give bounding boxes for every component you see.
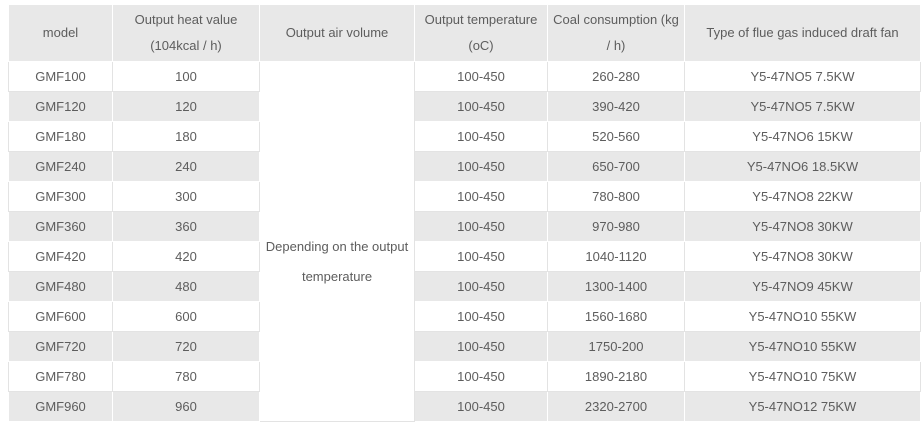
table-row: GMF960 960 100-450 2320-2700 Y5-47NO12 7… xyxy=(8,392,921,422)
cell-coal: 260-280 xyxy=(548,62,685,92)
cell-temperature: 100-450 xyxy=(415,302,548,332)
cell-coal: 1890-2180 xyxy=(548,362,685,392)
cell-coal: 1040-1120 xyxy=(548,242,685,272)
cell-temperature: 100-450 xyxy=(415,362,548,392)
table-row: GMF480 480 100-450 1300-1400 Y5-47NO9 45… xyxy=(8,272,921,302)
cell-coal: 780-800 xyxy=(548,182,685,212)
table-header-row: model Output heat value (104kcal / h) Ou… xyxy=(8,5,921,62)
cell-heat-value: 420 xyxy=(113,242,260,272)
cell-heat-value: 600 xyxy=(113,302,260,332)
table-row: GMF180 180 100-450 520-560 Y5-47NO6 15KW xyxy=(8,122,921,152)
cell-heat-value: 120 xyxy=(113,92,260,122)
cell-heat-value: 100 xyxy=(113,62,260,92)
cell-heat-value: 480 xyxy=(113,272,260,302)
cell-model: GMF720 xyxy=(8,332,113,362)
cell-fan: Y5-47NO8 30KW xyxy=(685,242,921,272)
cell-model: GMF300 xyxy=(8,182,113,212)
cell-temperature: 100-450 xyxy=(415,122,548,152)
cell-fan: Y5-47NO10 55KW xyxy=(685,332,921,362)
cell-heat-value: 180 xyxy=(113,122,260,152)
cell-heat-value: 720 xyxy=(113,332,260,362)
header-fan-type: Type of flue gas induced draft fan xyxy=(685,5,921,62)
header-model: model xyxy=(8,5,113,62)
cell-temperature: 100-450 xyxy=(415,62,548,92)
table-row: GMF420 420 100-450 1040-1120 Y5-47NO8 30… xyxy=(8,242,921,272)
cell-fan: Y5-47NO6 18.5KW xyxy=(685,152,921,182)
cell-air-volume-note: Depending on the output temperature xyxy=(260,62,415,422)
table-body: GMF100 100 Depending on the output tempe… xyxy=(8,62,921,422)
cell-coal: 1560-1680 xyxy=(548,302,685,332)
cell-temperature: 100-450 xyxy=(415,92,548,122)
cell-heat-value: 300 xyxy=(113,182,260,212)
cell-coal: 1750-200 xyxy=(548,332,685,362)
table-row: GMF720 720 100-450 1750-200 Y5-47NO10 55… xyxy=(8,332,921,362)
furnace-spec-table: model Output heat value (104kcal / h) Ou… xyxy=(8,5,921,422)
cell-temperature: 100-450 xyxy=(415,182,548,212)
cell-fan: Y5-47NO8 22KW xyxy=(685,182,921,212)
cell-temperature: 100-450 xyxy=(415,392,548,422)
table-row: GMF300 300 100-450 780-800 Y5-47NO8 22KW xyxy=(8,182,921,212)
header-temperature: Output temperature (oC) xyxy=(415,5,548,62)
cell-model: GMF780 xyxy=(8,362,113,392)
cell-temperature: 100-450 xyxy=(415,212,548,242)
table-row: GMF780 780 100-450 1890-2180 Y5-47NO10 7… xyxy=(8,362,921,392)
cell-heat-value: 960 xyxy=(113,392,260,422)
header-air-volume: Output air volume xyxy=(260,5,415,62)
cell-temperature: 100-450 xyxy=(415,152,548,182)
cell-coal: 970-980 xyxy=(548,212,685,242)
cell-temperature: 100-450 xyxy=(415,332,548,362)
cell-model: GMF480 xyxy=(8,272,113,302)
table-row: GMF360 360 100-450 970-980 Y5-47NO8 30KW xyxy=(8,212,921,242)
cell-fan: Y5-47NO5 7.5KW xyxy=(685,92,921,122)
table-row: GMF240 240 100-450 650-700 Y5-47NO6 18.5… xyxy=(8,152,921,182)
cell-model: GMF600 xyxy=(8,302,113,332)
cell-model: GMF100 xyxy=(8,62,113,92)
cell-model: GMF420 xyxy=(8,242,113,272)
cell-fan: Y5-47NO5 7.5KW xyxy=(685,62,921,92)
cell-fan: Y5-47NO10 75KW xyxy=(685,362,921,392)
cell-fan: Y5-47NO10 55KW xyxy=(685,302,921,332)
cell-coal: 1300-1400 xyxy=(548,272,685,302)
cell-coal: 390-420 xyxy=(548,92,685,122)
cell-model: GMF240 xyxy=(8,152,113,182)
cell-model: GMF360 xyxy=(8,212,113,242)
table-row: GMF600 600 100-450 1560-1680 Y5-47NO10 5… xyxy=(8,302,921,332)
cell-fan: Y5-47NO8 30KW xyxy=(685,212,921,242)
cell-heat-value: 240 xyxy=(113,152,260,182)
cell-coal: 650-700 xyxy=(548,152,685,182)
cell-coal: 2320-2700 xyxy=(548,392,685,422)
cell-fan: Y5-47NO9 45KW xyxy=(685,272,921,302)
cell-heat-value: 360 xyxy=(113,212,260,242)
cell-coal: 520-560 xyxy=(548,122,685,152)
cell-fan: Y5-47NO12 75KW xyxy=(685,392,921,422)
header-heat-value: Output heat value (104kcal / h) xyxy=(113,5,260,62)
cell-model: GMF120 xyxy=(8,92,113,122)
cell-fan: Y5-47NO6 15KW xyxy=(685,122,921,152)
cell-temperature: 100-450 xyxy=(415,272,548,302)
cell-model: GMF180 xyxy=(8,122,113,152)
header-coal-consumption: Coal consumption (kg / h) xyxy=(548,5,685,62)
cell-temperature: 100-450 xyxy=(415,242,548,272)
cell-model: GMF960 xyxy=(8,392,113,422)
table-row: GMF100 100 Depending on the output tempe… xyxy=(8,62,921,422)
table-row: GMF120 120 100-450 390-420 Y5-47NO5 7.5K… xyxy=(8,92,921,122)
cell-heat-value: 780 xyxy=(113,362,260,392)
